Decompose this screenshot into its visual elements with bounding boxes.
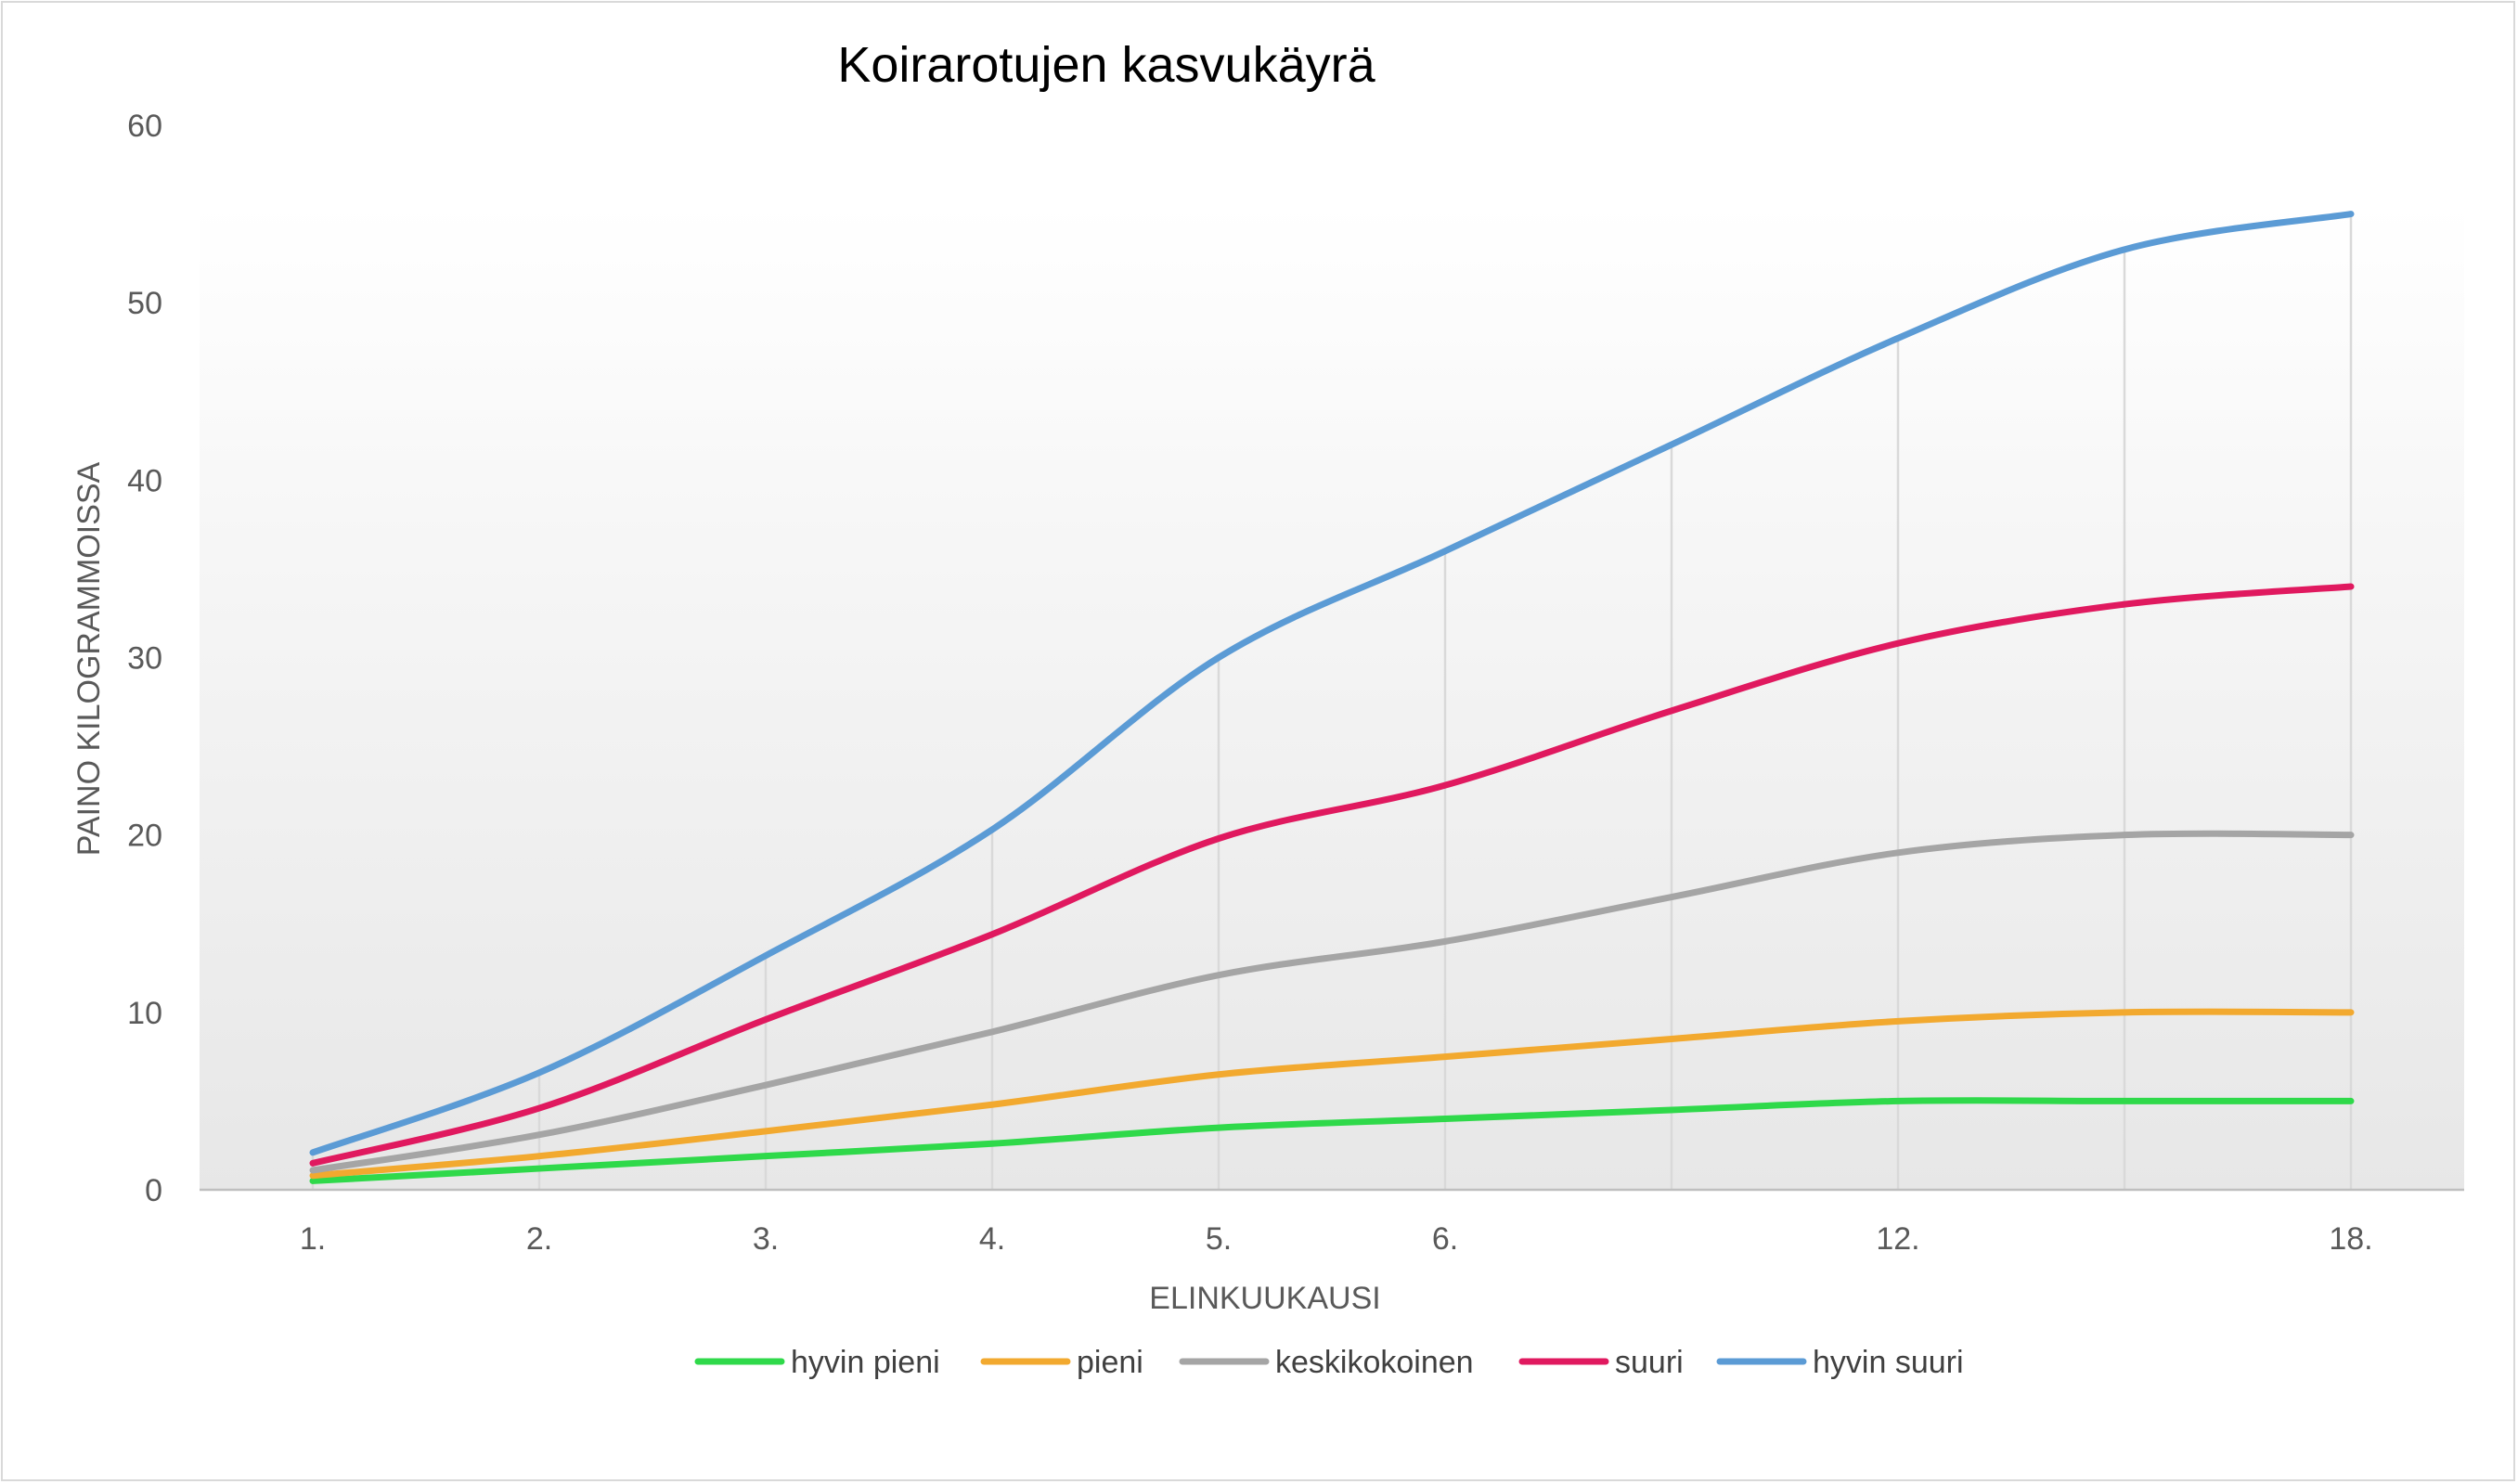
y-tick-label: 40 <box>127 463 162 498</box>
y-tick-label: 60 <box>127 109 162 144</box>
x-tick-label: 12. <box>1876 1221 1919 1257</box>
series-line-keskikokoinen <box>309 830 2355 1174</box>
chart-title: Koirarotujen kasvukäyrä <box>837 37 1375 93</box>
y-tick-label: 0 <box>145 1173 162 1208</box>
legend-label: suuri <box>1615 1345 1684 1380</box>
x-tick-label: 1. <box>300 1221 326 1257</box>
x-tick-label: 5. <box>1206 1221 1232 1257</box>
series-line-hyvin-pieni <box>309 1097 2355 1184</box>
y-axis-title: PAINO KILOGRAMMOISSA <box>71 461 107 856</box>
plot-area-background <box>200 204 2464 1190</box>
x-tick-label: 3. <box>753 1221 779 1257</box>
x-tick-label: 2. <box>526 1221 552 1257</box>
series-line-hyvin-suuri <box>309 211 2355 1156</box>
gridlines <box>311 212 2353 1190</box>
x-axis-title: ELINKUUKAUSI <box>1149 1281 1380 1316</box>
x-tick-label: 6. <box>1432 1221 1458 1257</box>
y-tick-label: 50 <box>127 286 162 321</box>
series-lines <box>309 211 2355 1184</box>
y-tick-label: 30 <box>127 641 162 677</box>
legend-label: keskikokoinen <box>1275 1345 1474 1380</box>
legend-label: pieni <box>1077 1345 1143 1380</box>
axes: 0 10 20 30 40 50 60 1. 2. 3. 4. 5. 6. 12. 18. <box>127 109 2464 1257</box>
y-tick-label: 20 <box>127 819 162 854</box>
y-tick-label: 10 <box>127 996 162 1031</box>
legend: hyvin pieni pieni keskikokoinen suuri hyvin … <box>694 1345 1964 1380</box>
series-line-pieni <box>309 1008 2355 1180</box>
x-tick-label: 18. <box>2329 1221 2372 1257</box>
series-line-suuri <box>309 583 2355 1167</box>
legend-label: hyvin pieni <box>791 1345 940 1380</box>
legend-label: hyvin suuri <box>1813 1345 1964 1380</box>
x-tick-label: 4. <box>979 1221 1005 1257</box>
